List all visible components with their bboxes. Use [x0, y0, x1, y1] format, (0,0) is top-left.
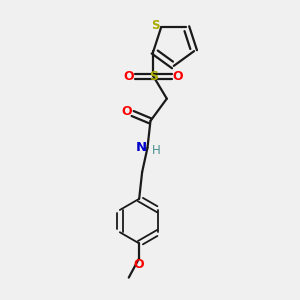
- Text: O: O: [122, 105, 132, 118]
- Text: O: O: [172, 70, 183, 83]
- Text: S: S: [149, 70, 158, 83]
- Text: O: O: [134, 258, 145, 271]
- Text: O: O: [124, 70, 134, 83]
- Text: N: N: [135, 141, 146, 154]
- Text: H: H: [152, 144, 161, 157]
- Text: S: S: [152, 19, 160, 32]
